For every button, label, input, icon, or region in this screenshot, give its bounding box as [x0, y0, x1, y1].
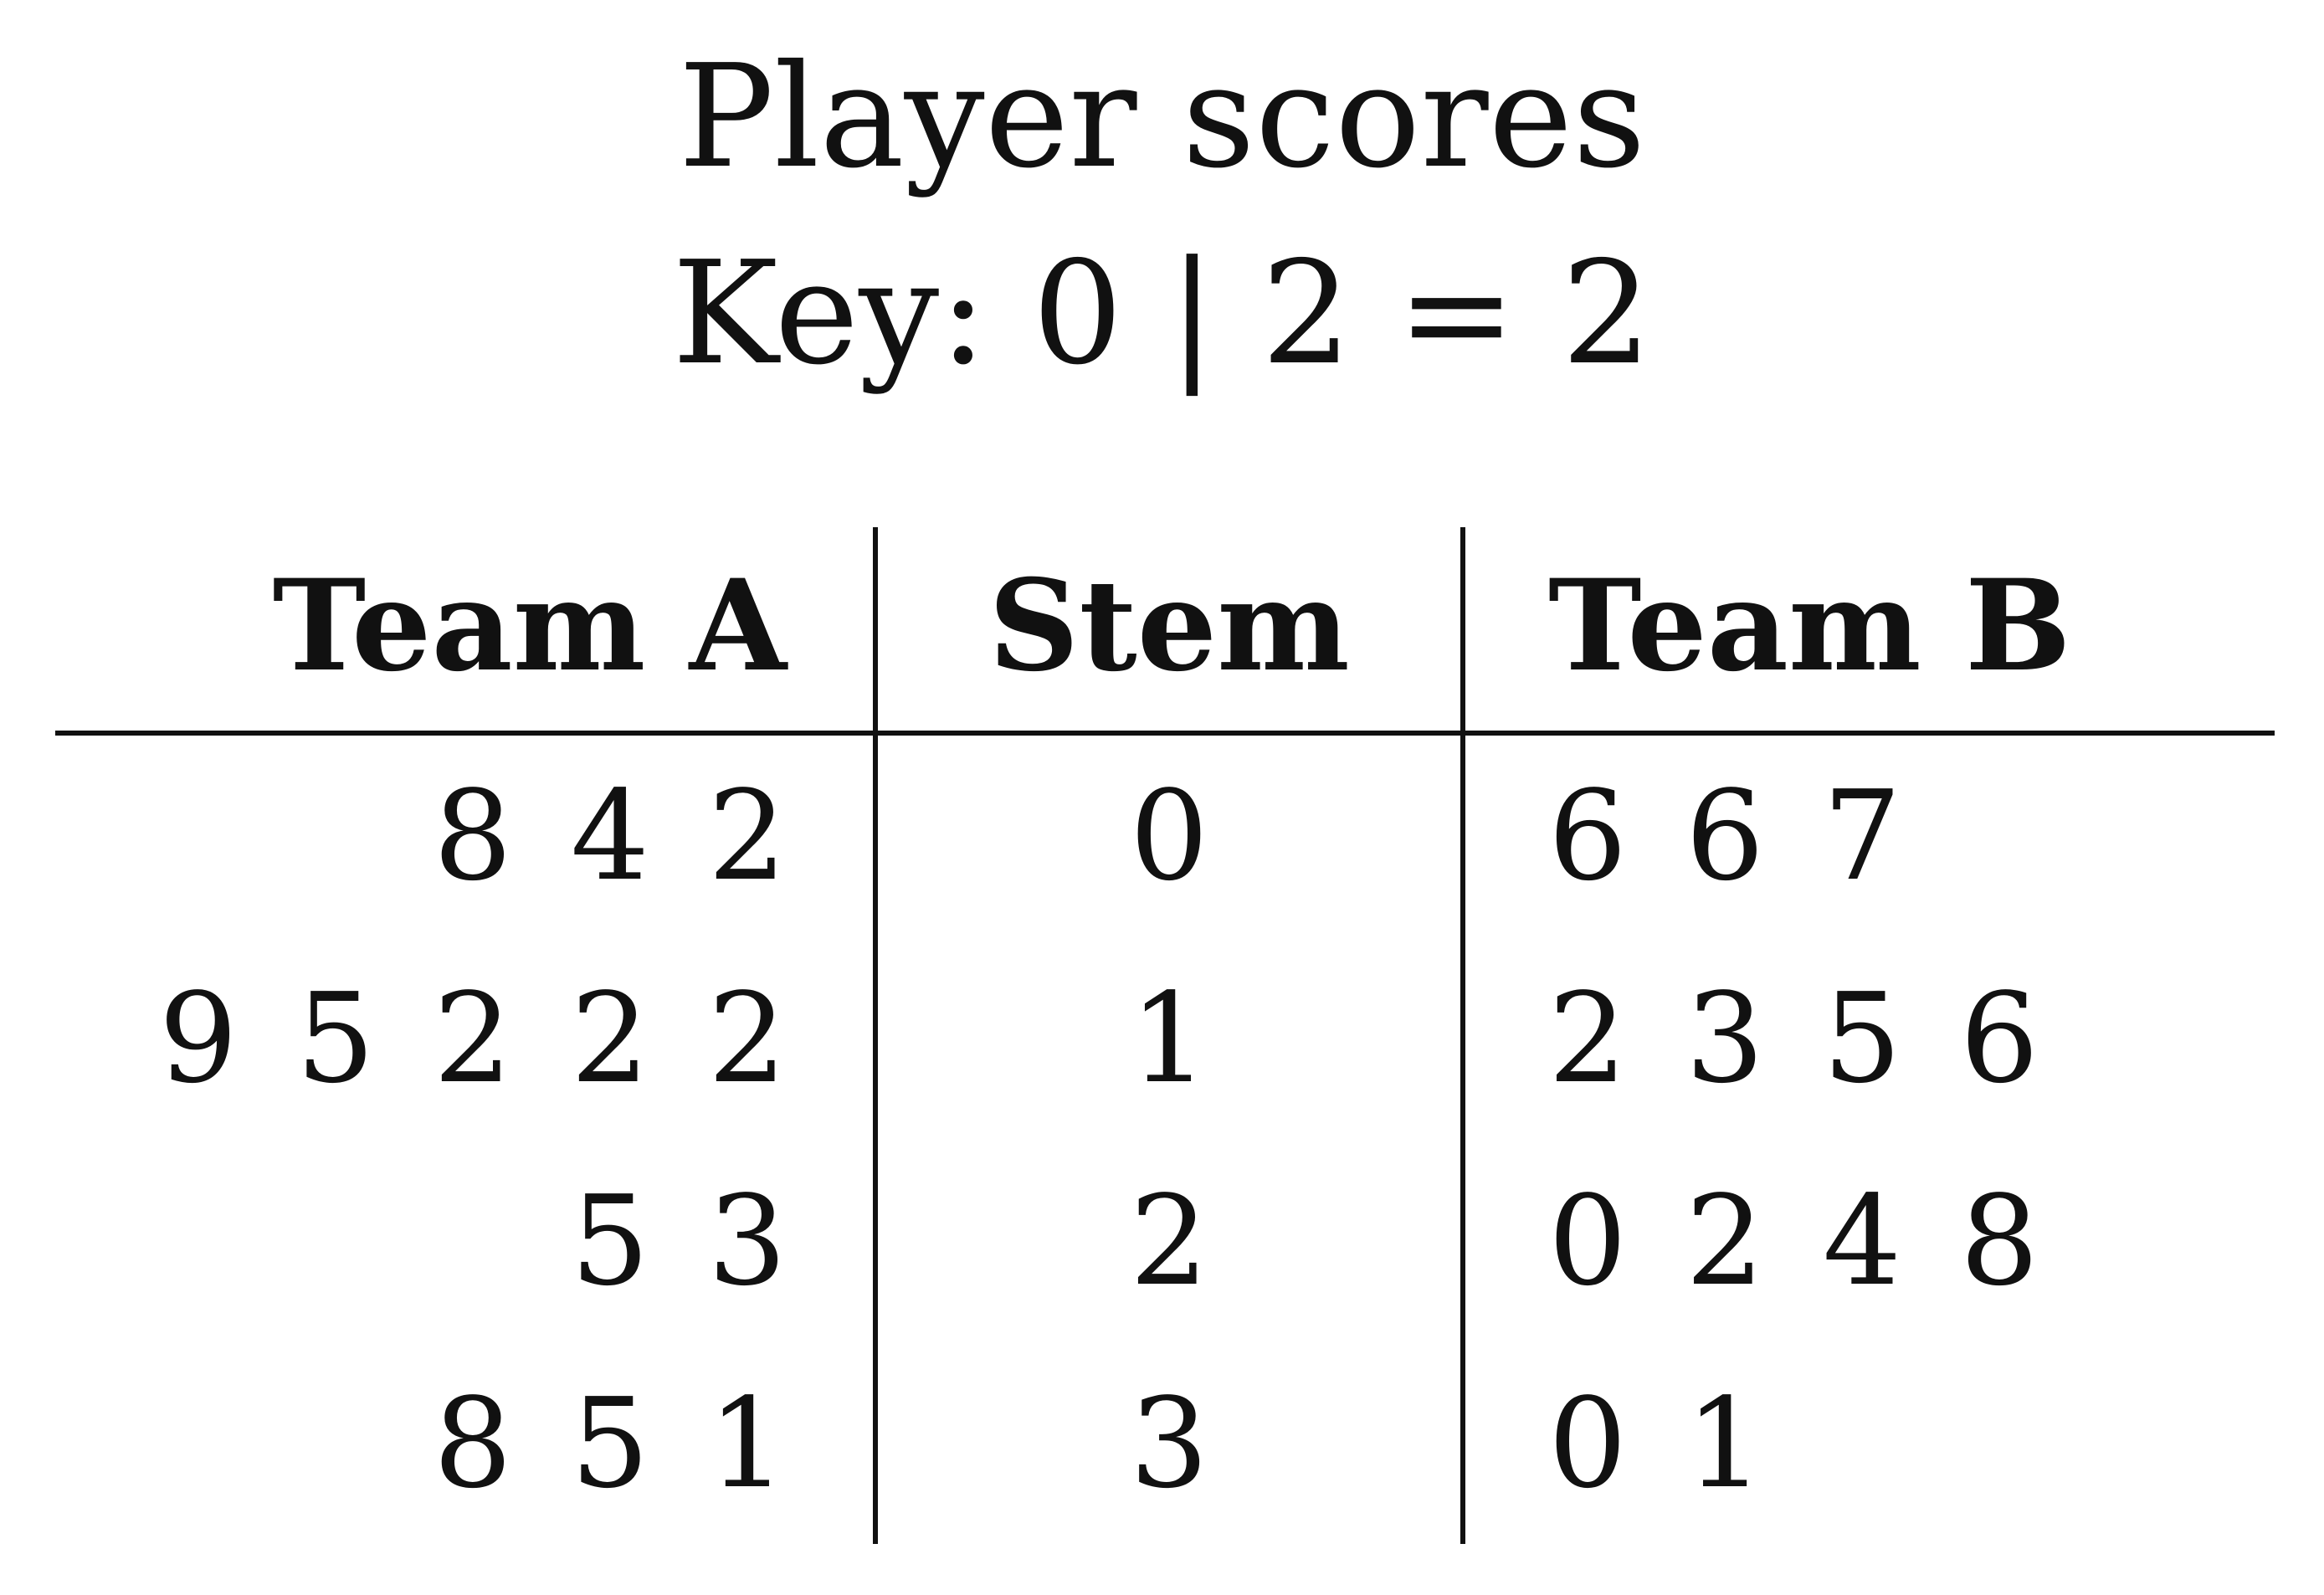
header-team-a: Team A: [273, 552, 789, 700]
team-a-leaf: 9: [159, 967, 238, 1110]
team-b-leaf: 6: [1960, 967, 2039, 1110]
team-a-leaf: 4: [571, 764, 649, 908]
team-a-leaf: 2: [434, 967, 512, 1110]
column-headers: Team A Stem Team B: [273, 552, 2071, 700]
team-a-leaf: 5: [296, 967, 375, 1110]
table-rules: [55, 527, 2275, 1544]
team-a-leaf: 1: [708, 1372, 787, 1516]
stem-value: 2: [1130, 1169, 1208, 1313]
header-stem: Stem: [988, 552, 1350, 700]
team-a-leaf: 5: [571, 1169, 649, 1313]
chart-key: Key: 0 | 2 = 2: [672, 231, 1652, 397]
stem-value: 0: [1130, 764, 1208, 908]
team-a-leaf: 8: [434, 1372, 512, 1516]
team-b-leaf: 6: [1685, 764, 1764, 908]
team-b-leaf: 3: [1685, 967, 1764, 1110]
team-a-leaf: 8: [434, 764, 512, 908]
team-a-leaf: 3: [708, 1169, 787, 1313]
team-a-leaf: 2: [708, 764, 787, 908]
chart-title: Player scores: [678, 34, 1646, 200]
team-b-leaf: 6: [1548, 764, 1627, 908]
team-b-leaf: 5: [1823, 967, 1901, 1110]
team-b-leaf: 0: [1548, 1372, 1627, 1516]
team-b-leaf: 1: [1685, 1372, 1764, 1516]
stem-value: 1: [1130, 967, 1208, 1110]
header-team-b: Team B: [1548, 552, 2071, 700]
team-b-leaf: 8: [1960, 1169, 2039, 1313]
title-block: Player scores Key: 0 | 2 = 2: [0, 25, 2324, 418]
stem-value: 3: [1130, 1372, 1208, 1516]
team-b-leaf: 2: [1685, 1169, 1764, 1313]
team-b-leaf: 2: [1548, 967, 1627, 1110]
team-b-leaf: 0: [1548, 1169, 1627, 1313]
plot-rows: 8 4 2 0 6 6 79 5 2 2 2 1 2 3 5 65 3 2 0 2 4 88 5 1 3 0 1: [159, 764, 2039, 1516]
team-a-leaf: 2: [571, 967, 649, 1110]
team-b-leaf: 7: [1823, 764, 1901, 908]
team-a-leaf: 5: [571, 1372, 649, 1516]
team-b-leaf: 4: [1823, 1169, 1901, 1313]
team-a-leaf: 2: [708, 967, 787, 1110]
